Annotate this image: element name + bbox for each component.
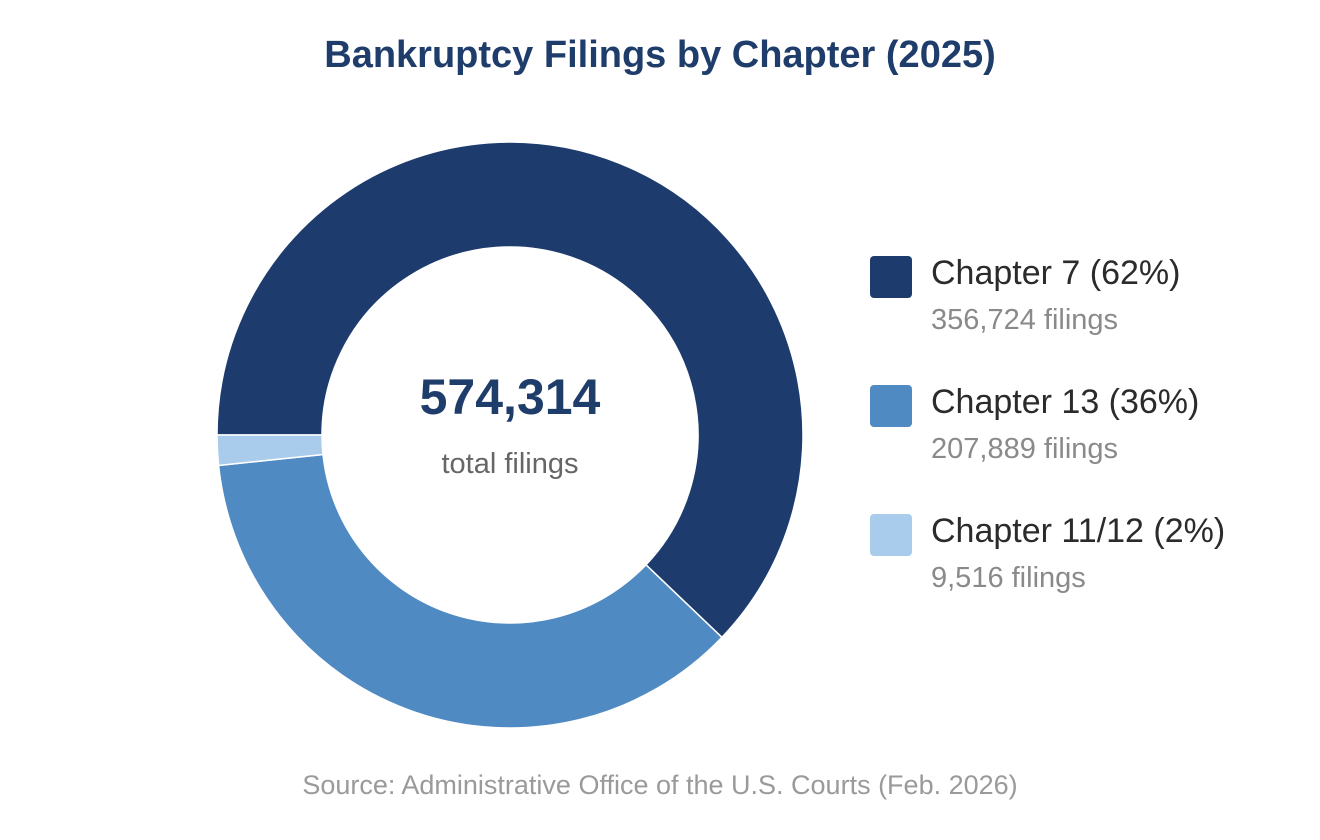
legend-swatch-chapter-13 xyxy=(870,385,912,427)
legend: Chapter 7 (62%) 356,724 filings Chapter … xyxy=(870,254,1300,641)
total-filings-label: total filings xyxy=(441,448,579,480)
legend-item-chapter-13: Chapter 13 (36%) 207,889 filings xyxy=(870,383,1300,512)
legend-label-chapter-13: Chapter 13 (36%) xyxy=(931,383,1200,421)
donut-slice-chapter-11-12 xyxy=(216,434,324,467)
source-note: Source: Administrative Office of the U.S… xyxy=(302,770,1018,800)
legend-value-chapter-11-12: 9,516 filings xyxy=(931,562,1086,594)
chart-title: Bankruptcy Filings by Chapter (2025) xyxy=(324,34,996,76)
legend-value-chapter-7: 356,724 filings xyxy=(931,304,1119,336)
legend-value-chapter-13: 207,889 filings xyxy=(931,433,1119,465)
legend-swatch-chapter-7 xyxy=(870,256,912,298)
legend-label-chapter-11-12: Chapter 11/12 (2%) xyxy=(931,512,1226,550)
legend-item-chapter-11-12: Chapter 11/12 (2%) 9,516 filings xyxy=(870,512,1300,641)
legend-swatch-chapter-11-12 xyxy=(870,514,912,556)
donut-slice-chapter-13 xyxy=(217,453,723,729)
total-filings-value: 574,314 xyxy=(419,369,601,425)
legend-label-chapter-7: Chapter 7 (62%) xyxy=(931,254,1181,292)
legend-item-chapter-7: Chapter 7 (62%) 356,724 filings xyxy=(870,254,1300,383)
donut-slice-chapter-7 xyxy=(216,141,804,639)
